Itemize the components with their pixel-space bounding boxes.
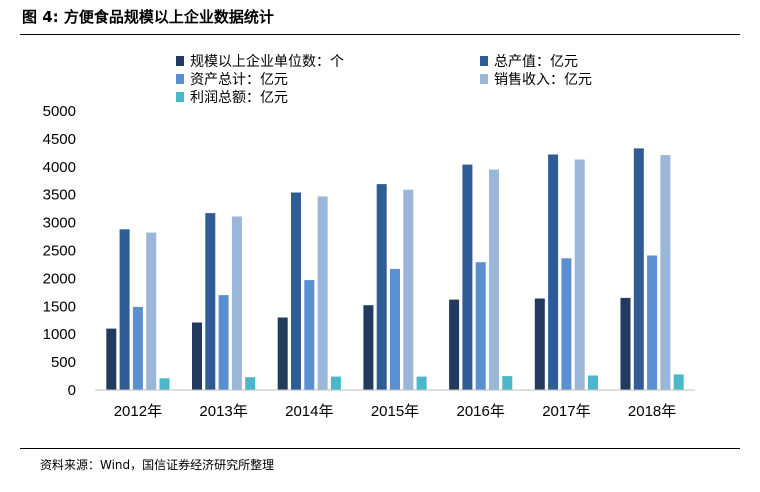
source-note: 资料来源：Wind，国信证券经济研究所整理 [40,458,275,472]
bar [489,169,499,390]
bar [660,155,671,390]
bar [376,184,387,390]
legend-swatch [176,56,184,66]
x-tick-label: 2013年 [199,403,247,420]
y-tick-label: 4500 [43,131,76,148]
legend-swatch [176,92,184,102]
x-tick-label: 2014年 [285,403,333,420]
y-tick-label: 3000 [43,215,76,232]
legend-label: 总产值：亿元 [494,54,578,70]
y-tick-label: 5000 [43,103,76,120]
y-tick-label: 3500 [43,187,76,204]
bar [534,298,545,390]
x-tick-label: 2017年 [542,403,590,420]
y-tick-label: 1500 [43,298,76,315]
bar [218,295,229,390]
bar [231,216,242,390]
legend-label: 资产总计：亿元 [190,72,288,88]
bar [588,375,598,390]
bar [403,189,414,390]
y-tick-label: 0 [68,382,76,399]
bar [390,268,400,390]
bar [159,378,170,390]
bar [416,376,427,390]
bar [449,299,460,390]
bar [647,255,658,390]
x-tick-label: 2015年 [371,403,419,420]
bar [574,159,585,390]
bar [291,192,301,390]
y-tick-label: 4000 [43,159,76,176]
x-tick-label: 2012年 [114,403,162,420]
bar [673,374,684,390]
legend-label: 规模以上企业单位数：个 [190,53,344,70]
bar [317,196,328,390]
legend-swatch [480,74,488,84]
bar [502,376,513,390]
bar [363,305,374,390]
legend-swatch [176,74,184,84]
legend-swatch [480,56,488,66]
y-tick-label: 2000 [43,270,76,287]
bars [106,148,684,390]
bar [277,317,288,390]
legend-label: 销售收入：亿元 [494,72,592,88]
bar [633,148,644,390]
source-rule [20,448,740,449]
bar [561,258,572,390]
bar [620,297,631,390]
x-tick-label: 2018年 [628,403,676,420]
bar [192,322,202,390]
bar [330,376,341,390]
bar [119,229,130,390]
y-tick-label: 2500 [43,243,76,260]
title-rule [20,34,740,35]
y-axis: 0 500 1000 1500 2000 2500 3000 3500 4000 4500 5000 [43,103,76,399]
bar [245,377,256,390]
bar [132,306,143,390]
bar [462,164,473,390]
bar [304,280,315,390]
figure-title: 图 4: 方便食品规模以上企业数据统计 [22,8,274,26]
bar [205,213,216,390]
x-tick-label: 2016年 [457,403,505,420]
y-tick-label: 1000 [43,326,76,343]
bar [475,262,486,390]
legend-label: 利润总额：亿元 [190,90,288,106]
bar [146,232,157,390]
y-tick-label: 500 [51,354,76,371]
x-axis: 2012年 2013年 2014年 2015年 2016年 2017年 2018年 [95,389,695,420]
bar [106,328,117,390]
bar [548,154,559,390]
